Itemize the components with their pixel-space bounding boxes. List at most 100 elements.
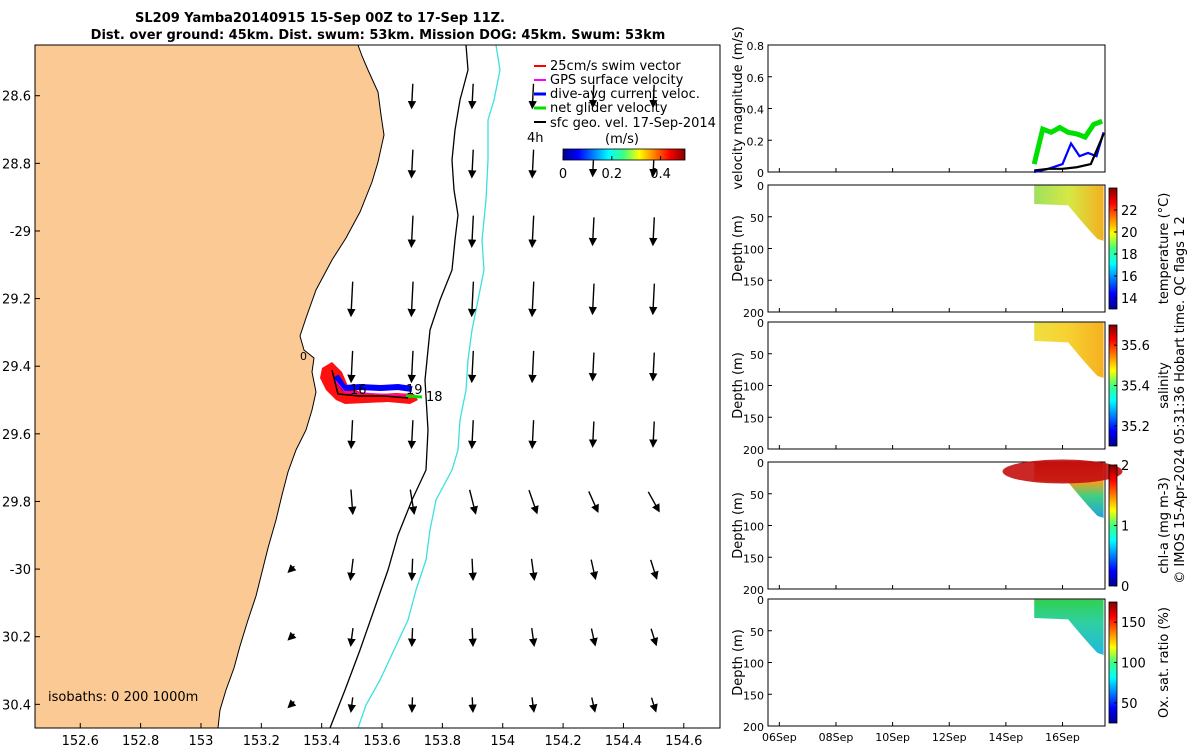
velocity-y-tick-label: 0	[757, 167, 764, 180]
map-x-tick-label: 153.4	[303, 734, 340, 749]
current-arrow	[468, 420, 477, 450]
time-tick-label: 10Sep	[875, 731, 910, 744]
current-arrow	[468, 83, 477, 110]
track-label-19: 19	[406, 383, 423, 398]
map-y-tick-label: 30.2	[2, 631, 31, 646]
depth-tick-label: 50	[750, 489, 764, 502]
colorbar-tick-label: 2	[1121, 459, 1129, 474]
current-arrow	[287, 699, 297, 709]
current-arrow	[650, 628, 659, 647]
velocity-y-tick-label: 0.2	[747, 135, 765, 148]
section-ylabel: Depth (m)	[731, 215, 746, 282]
current-arrow	[589, 628, 598, 647]
velocity-y-ticks: 0 0.2 0.4 0.6 0.8	[747, 40, 772, 180]
current-arrow	[407, 420, 417, 450]
current-arrow	[529, 628, 538, 647]
map-x-tick-label: 154.6	[665, 734, 702, 749]
map-y-tick-label: 29.2	[2, 293, 31, 308]
time-tick-label: 16Sep	[1045, 731, 1080, 744]
current-arrow	[347, 697, 356, 713]
current-arrow	[408, 489, 418, 515]
current-arrow	[407, 83, 417, 110]
map-colorbar-tick-label: 0	[559, 167, 567, 182]
depth-tick-label: 200	[743, 721, 764, 734]
map-x-tick-label: 154.4	[605, 734, 642, 749]
section-field	[1034, 599, 1104, 655]
map-y-tick-label: -29	[10, 225, 31, 240]
map-colorbar-tick-label: 0.4	[650, 167, 671, 182]
depth-tick-label: 0	[757, 317, 764, 330]
current-arrow	[588, 84, 598, 109]
current-arrow	[467, 350, 477, 384]
colorbar-tick-label: 35.6	[1121, 339, 1150, 354]
velocity-ylabel: velocity magnitude (m/s)	[731, 26, 746, 189]
time-axis-ticks: 06Sep 08Sep 10Sep 12Sep 14Sep 16Sep	[762, 168, 1080, 744]
current-arrow	[528, 697, 538, 713]
map-x-tick-label: 153.6	[363, 734, 400, 749]
map-x-tick-label: 154	[490, 734, 515, 749]
colorbar-tick-label: 50	[1121, 697, 1138, 712]
depth-tick-label: 200	[743, 584, 764, 597]
current-arrow	[468, 628, 477, 648]
current-arrow	[649, 283, 658, 316]
velocity-series	[1031, 118, 1105, 174]
dive-avg-current	[333, 374, 413, 392]
depth-tick-label: 150	[743, 412, 764, 425]
current-arrow	[588, 491, 599, 514]
map-y-tick-label: -30	[10, 563, 31, 578]
map-x-tick-label: 152.8	[122, 734, 159, 749]
time-tick-label: 12Sep	[932, 731, 967, 744]
legend-net: net glider velocity	[550, 101, 668, 116]
current-arrow	[588, 217, 598, 247]
colorbar-tick-label: 35.4	[1121, 380, 1150, 395]
section-ylabel: Depth (m)	[731, 352, 746, 419]
colorbar-tick-label: 150	[1121, 616, 1146, 631]
map-x-tick-label: 153.8	[424, 734, 461, 749]
current-arrow	[347, 281, 356, 318]
depth-tick-label: 50	[750, 626, 764, 639]
velocity-panel: 0 0.2 0.4 0.6 0.8 velocity magnitude (m/s)	[731, 26, 1106, 190]
depth-tick-label: 150	[743, 275, 764, 288]
swim-vector-cloud	[320, 362, 418, 404]
current-arrow	[407, 697, 417, 714]
map-y-tick-label: 29.4	[2, 360, 31, 375]
time-tick-label: 14Sep	[989, 731, 1024, 744]
current-arrow	[588, 352, 598, 382]
current-arrow	[468, 697, 477, 714]
isobath-200m	[329, 44, 469, 729]
map-frame	[34, 44, 721, 729]
colorbar-tick-label: 22	[1121, 204, 1138, 219]
side-credit: © IMOS 15-Apr-2024 05:31:36 Hobart time.…	[1173, 216, 1188, 583]
time-tick-label: 06Sep	[762, 731, 797, 744]
current-arrow	[649, 217, 658, 247]
current-arrow	[287, 631, 297, 641]
title-line1: SL209 Yamba20140915 15-Sep 00Z to 17-Sep…	[135, 11, 505, 26]
map-colorbar-tick-label: 0.2	[601, 167, 622, 182]
current-arrow	[588, 283, 598, 316]
depth-tick-label: 0	[757, 594, 764, 607]
depth-tick-label: 200	[743, 444, 764, 457]
map-y-tick-label: 29.6	[2, 428, 31, 443]
depth-tick-label: 0	[757, 457, 764, 470]
map-y-tick-label: 30.4	[2, 698, 31, 713]
land-area	[34, 44, 385, 729]
map-panel: 16 19 18 0 152.6 152.8 153 153.2 153.4 153.6 1…	[2, 44, 721, 749]
depth-tick-label: 50	[750, 349, 764, 362]
section-axes	[767, 598, 1106, 727]
map-colorbar-title: (m/s)	[605, 132, 639, 147]
current-arrow	[468, 489, 478, 515]
track-line	[331, 369, 409, 399]
depth-tick-label: 100	[743, 521, 764, 534]
current-arrow	[528, 489, 539, 515]
map-colorbar-ticks: 0 0.2 0.4	[559, 156, 671, 182]
legend-dive: dive-avg current veloc.	[550, 87, 700, 102]
map-x-tick-label: 153.2	[243, 734, 280, 749]
isobaths-label: isobaths: 0 200 1000m	[48, 690, 198, 705]
track-label-18: 18	[426, 390, 443, 405]
current-arrow	[468, 149, 477, 179]
current-arrow	[588, 421, 598, 448]
current-arrow	[287, 564, 297, 574]
current-arrow	[528, 281, 537, 318]
